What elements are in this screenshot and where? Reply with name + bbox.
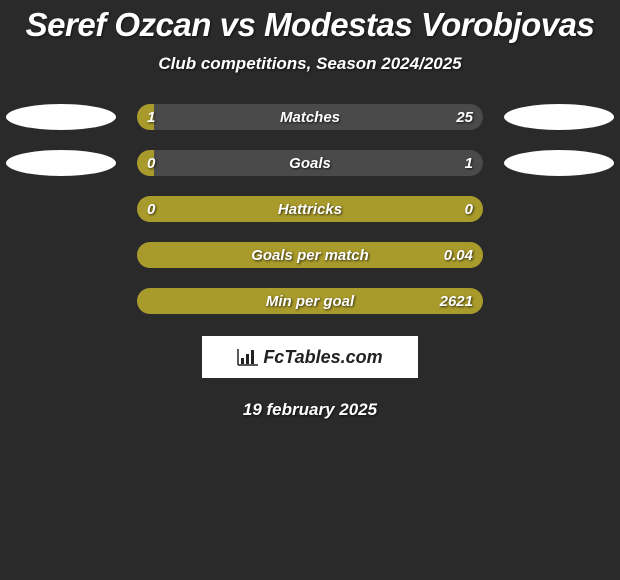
- stat-bar: 01Goals: [137, 150, 483, 176]
- player-left-badge: [6, 104, 116, 130]
- stat-bar: 125Matches: [137, 104, 483, 130]
- player-right-badge: [504, 150, 614, 176]
- stat-label: Matches: [137, 104, 483, 130]
- branding-text: FcTables.com: [263, 347, 382, 368]
- stat-bar: 00Hattricks: [137, 196, 483, 222]
- stat-label: Goals per match: [137, 242, 483, 268]
- stat-row: 01Goals: [0, 150, 620, 176]
- stats-rows: 125Matches 01Goals 00Hattricks 0.04Goals pe…: [0, 104, 620, 314]
- stat-bar: 2621Min per goal: [137, 288, 483, 314]
- stat-row: 00Hattricks: [0, 196, 620, 222]
- stat-label: Hattricks: [137, 196, 483, 222]
- comparison-subtitle: Club competitions, Season 2024/2025: [0, 54, 620, 74]
- comparison-title: Seref Ozcan vs Modestas Vorobjovas: [0, 0, 620, 44]
- footer-date: 19 february 2025: [0, 400, 620, 420]
- branding-box: FcTables.com: [202, 336, 418, 378]
- player-left-badge: [6, 150, 116, 176]
- stat-row: 2621Min per goal: [0, 288, 620, 314]
- stat-label: Goals: [137, 150, 483, 176]
- stat-label: Min per goal: [137, 288, 483, 314]
- stat-bar: 0.04Goals per match: [137, 242, 483, 268]
- bar-chart-icon: [237, 348, 259, 366]
- stat-row: 125Matches: [0, 104, 620, 130]
- stat-row: 0.04Goals per match: [0, 242, 620, 268]
- player-right-badge: [504, 104, 614, 130]
